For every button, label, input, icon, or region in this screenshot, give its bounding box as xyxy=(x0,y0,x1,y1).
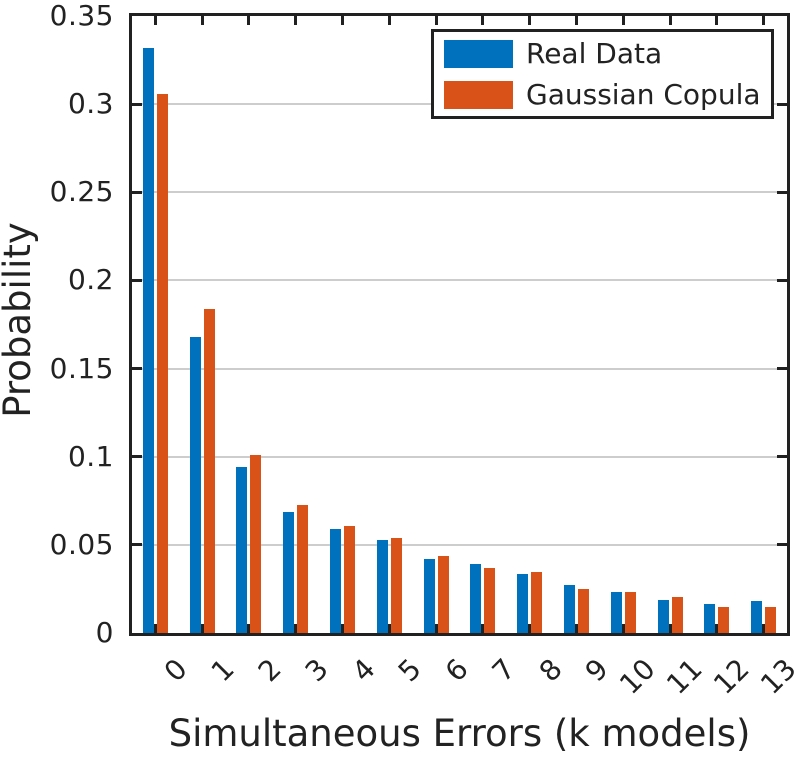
bar-real-data-k0 xyxy=(142,47,154,633)
x-tick-top xyxy=(715,16,719,25)
y-tick-label: 0.05 xyxy=(49,527,114,561)
y-tick-right xyxy=(777,543,787,547)
bar-real-data-k10 xyxy=(610,592,622,633)
x-tick-bottom xyxy=(715,624,719,633)
x-tick-top xyxy=(294,16,298,25)
y-tick-left xyxy=(132,543,142,547)
bar-real-data-k13 xyxy=(751,601,763,633)
gridline xyxy=(132,191,787,194)
bar-real-data-k7 xyxy=(470,564,482,633)
bar-real-data-k5 xyxy=(376,540,388,633)
x-tick-bottom xyxy=(668,624,672,633)
x-tick-bottom xyxy=(528,624,532,633)
x-tick-top xyxy=(668,16,672,25)
gridline xyxy=(132,279,787,282)
y-tick-left xyxy=(132,102,142,106)
bar-gaussian-copula-k10 xyxy=(624,592,636,633)
x-tick-bottom xyxy=(762,624,766,633)
legend-label-real-data: Real Data xyxy=(526,36,663,70)
legend-swatch-gaussian-copula xyxy=(444,80,513,109)
legend-swatch-real-data xyxy=(444,39,513,68)
x-tick-top xyxy=(621,16,625,25)
x-tick-bottom xyxy=(294,624,298,633)
x-tick-bottom xyxy=(387,624,391,633)
x-tick-bottom xyxy=(247,624,251,633)
legend-label-gaussian-copula: Gaussian Copula xyxy=(526,77,761,111)
bar-gaussian-copula-k13 xyxy=(765,607,777,633)
bar-real-data-k4 xyxy=(330,528,342,633)
legend-item-real-data: Real Data xyxy=(434,33,771,74)
y-tick-label: 0.25 xyxy=(49,175,114,209)
y-tick-left xyxy=(132,278,142,282)
bar-gaussian-copula-k5 xyxy=(390,537,402,633)
x-tick-bottom xyxy=(153,624,157,633)
x-tick-top xyxy=(528,16,532,25)
bar-gaussian-copula-k7 xyxy=(484,567,496,633)
y-tick-label: 0.1 xyxy=(67,439,114,473)
y-tick-right xyxy=(777,367,787,371)
legend-item-gaussian-copula: Gaussian Copula xyxy=(434,74,771,115)
y-tick-left xyxy=(132,190,142,194)
bar-real-data-k8 xyxy=(517,573,529,633)
y-tick-right xyxy=(777,455,787,459)
bar-real-data-k1 xyxy=(189,336,201,633)
y-tick-label: 0.15 xyxy=(49,351,114,385)
y-tick-label: 0.2 xyxy=(67,263,114,297)
x-tick-bottom xyxy=(621,624,625,633)
y-tick-left xyxy=(132,367,142,371)
bar-real-data-k9 xyxy=(563,585,575,633)
y-tick-label: 0.35 xyxy=(49,0,114,32)
bar-real-data-k2 xyxy=(236,467,248,633)
x-tick-top xyxy=(387,16,391,25)
bar-gaussian-copula-k1 xyxy=(203,308,215,633)
x-tick-bottom xyxy=(200,624,204,633)
x-tick-top xyxy=(574,16,578,25)
gridline xyxy=(132,367,787,370)
gridline xyxy=(132,455,787,458)
y-tick-left xyxy=(132,455,142,459)
bar-gaussian-copula-k0 xyxy=(156,93,168,633)
y-tick-label: 0.3 xyxy=(67,87,114,121)
bar-real-data-k6 xyxy=(423,558,435,633)
x-tick-top xyxy=(434,16,438,25)
x-tick-top xyxy=(762,16,766,25)
x-tick-top xyxy=(341,16,345,25)
x-tick-bottom xyxy=(434,624,438,633)
bar-gaussian-copula-k4 xyxy=(344,526,356,633)
x-tick-top xyxy=(481,16,485,25)
bar-gaussian-copula-k3 xyxy=(297,505,309,633)
bar-real-data-k11 xyxy=(657,599,669,633)
bar-gaussian-copula-k6 xyxy=(437,556,449,633)
x-tick-top xyxy=(200,16,204,25)
bar-real-data-k12 xyxy=(704,603,716,633)
y-tick-right xyxy=(777,190,787,194)
bar-gaussian-copula-k9 xyxy=(577,588,589,633)
bar-gaussian-copula-k11 xyxy=(671,596,683,633)
bar-gaussian-copula-k12 xyxy=(718,606,730,633)
y-tick-label: 0 xyxy=(95,616,114,649)
x-tick-bottom xyxy=(574,624,578,633)
bar-real-data-k3 xyxy=(283,512,295,633)
x-tick-top xyxy=(247,16,251,25)
legend: Real Data Gaussian Copula xyxy=(431,29,774,119)
gridline xyxy=(132,543,787,546)
bar-gaussian-copula-k2 xyxy=(250,454,262,633)
x-tick-top xyxy=(153,16,157,25)
y-tick-right xyxy=(777,278,787,282)
x-axis-title: Simultaneous Errors (k models) xyxy=(168,712,751,755)
y-tick-right xyxy=(777,102,787,106)
bar-gaussian-copula-k8 xyxy=(531,572,543,633)
x-tick-bottom xyxy=(481,624,485,633)
x-tick-bottom xyxy=(341,624,345,633)
